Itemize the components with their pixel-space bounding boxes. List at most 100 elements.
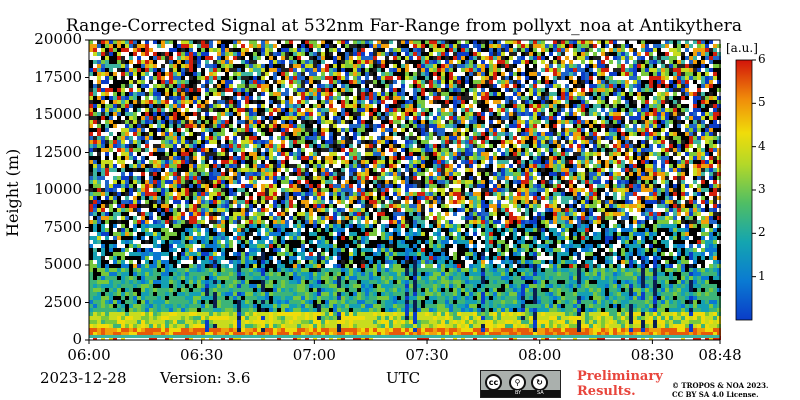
heatmap-cell xyxy=(281,332,285,336)
heatmap-cell xyxy=(233,320,237,324)
heatmap-cell xyxy=(105,316,109,320)
heatmap-cell xyxy=(325,272,329,276)
heatmap-cell xyxy=(205,332,209,336)
heatmap-cell xyxy=(153,200,157,204)
heatmap-cell xyxy=(225,68,229,72)
heatmap-cell xyxy=(249,44,253,48)
heatmap-cell xyxy=(333,52,337,56)
heatmap-cell xyxy=(193,280,197,284)
heatmap-cell xyxy=(289,120,293,124)
heatmap-cell xyxy=(181,44,185,48)
heatmap-cell xyxy=(297,44,301,48)
heatmap-cell xyxy=(165,40,169,44)
heatmap-cell xyxy=(321,268,325,272)
heatmap-cell xyxy=(301,176,305,180)
heatmap-cell xyxy=(325,296,329,300)
heatmap-cell xyxy=(265,136,269,140)
heatmap-cell xyxy=(121,116,125,120)
heatmap-cell xyxy=(273,156,277,160)
heatmap-cell xyxy=(285,180,289,184)
heatmap-cell xyxy=(105,156,109,160)
heatmap-cell xyxy=(101,180,105,184)
heatmap-cell xyxy=(325,292,329,296)
heatmap-cell xyxy=(177,252,181,256)
heatmap-cell xyxy=(233,52,237,56)
heatmap-cell xyxy=(133,84,137,88)
heatmap-cell xyxy=(301,260,305,264)
heatmap-cell xyxy=(161,56,165,60)
heatmap-cell xyxy=(141,128,145,132)
heatmap-cell xyxy=(257,80,261,84)
heatmap-cell xyxy=(149,328,153,332)
heatmap-cell xyxy=(125,272,129,276)
heatmap-cell xyxy=(317,100,321,104)
heatmap-cell xyxy=(173,72,177,76)
heatmap-cell xyxy=(113,52,117,56)
heatmap-cell xyxy=(173,256,177,260)
heatmap-cell xyxy=(93,148,97,152)
heatmap-cell xyxy=(233,184,237,188)
heatmap-cell xyxy=(245,200,249,204)
heatmap-cell xyxy=(329,240,333,244)
heatmap-cell xyxy=(109,264,113,268)
heatmap-cell xyxy=(181,184,185,188)
heatmap-cell xyxy=(329,188,333,192)
heatmap-cell xyxy=(169,216,173,220)
heatmap-cell xyxy=(141,212,145,216)
heatmap-cell xyxy=(93,72,97,76)
heatmap-cell xyxy=(213,200,217,204)
heatmap-cell xyxy=(285,164,289,168)
heatmap-cell xyxy=(121,332,125,336)
heatmap-cell xyxy=(265,168,269,172)
heatmap-cell xyxy=(157,248,161,252)
heatmap-cell xyxy=(149,300,153,304)
heatmap-cell xyxy=(121,236,125,240)
heatmap-cell xyxy=(161,232,165,236)
heatmap-cell xyxy=(109,116,113,120)
heatmap-cell xyxy=(305,308,309,312)
heatmap-cell xyxy=(153,244,157,248)
heatmap-cell xyxy=(249,160,253,164)
heatmap-cell xyxy=(213,180,217,184)
heatmap-cell xyxy=(349,212,353,216)
heatmap-cell xyxy=(129,276,133,280)
heatmap-cell xyxy=(321,156,325,160)
heatmap-cell xyxy=(145,172,149,176)
heatmap-cell xyxy=(349,244,353,248)
heatmap-cell xyxy=(169,204,173,208)
heatmap-cell xyxy=(205,92,209,96)
heatmap-cell xyxy=(273,160,277,164)
heatmap-cell xyxy=(285,40,289,44)
heatmap-cell xyxy=(149,72,153,76)
heatmap-cell xyxy=(185,264,189,268)
heatmap-cell xyxy=(237,100,241,104)
heatmap-cell xyxy=(349,136,353,140)
heatmap-cell xyxy=(297,128,301,132)
heatmap-cell xyxy=(133,176,137,180)
heatmap-cell xyxy=(113,332,117,336)
heatmap-cell xyxy=(321,112,325,116)
heatmap-cell xyxy=(297,72,301,76)
heatmap-cell xyxy=(197,60,201,64)
heatmap-cell xyxy=(217,216,221,220)
heatmap-cell xyxy=(181,96,185,100)
heatmap-cell xyxy=(329,284,333,288)
heatmap-cell xyxy=(205,72,209,76)
heatmap-cell xyxy=(117,288,121,292)
heatmap-cell xyxy=(269,40,273,44)
heatmap-cell xyxy=(265,240,269,244)
heatmap-cell xyxy=(337,88,341,92)
heatmap-cell xyxy=(177,144,181,148)
heatmap-cell xyxy=(297,240,301,244)
heatmap-cell xyxy=(277,72,281,76)
heatmap-cell xyxy=(133,68,137,72)
heatmap-cell xyxy=(289,60,293,64)
heatmap-cell xyxy=(233,124,237,128)
heatmap-cell xyxy=(189,164,193,168)
heatmap-cell xyxy=(277,120,281,124)
heatmap-cell xyxy=(109,60,113,64)
heatmap-cell xyxy=(97,96,101,100)
heatmap-cell xyxy=(293,68,297,72)
heatmap-cell xyxy=(89,320,93,324)
heatmap-cell xyxy=(105,100,109,104)
